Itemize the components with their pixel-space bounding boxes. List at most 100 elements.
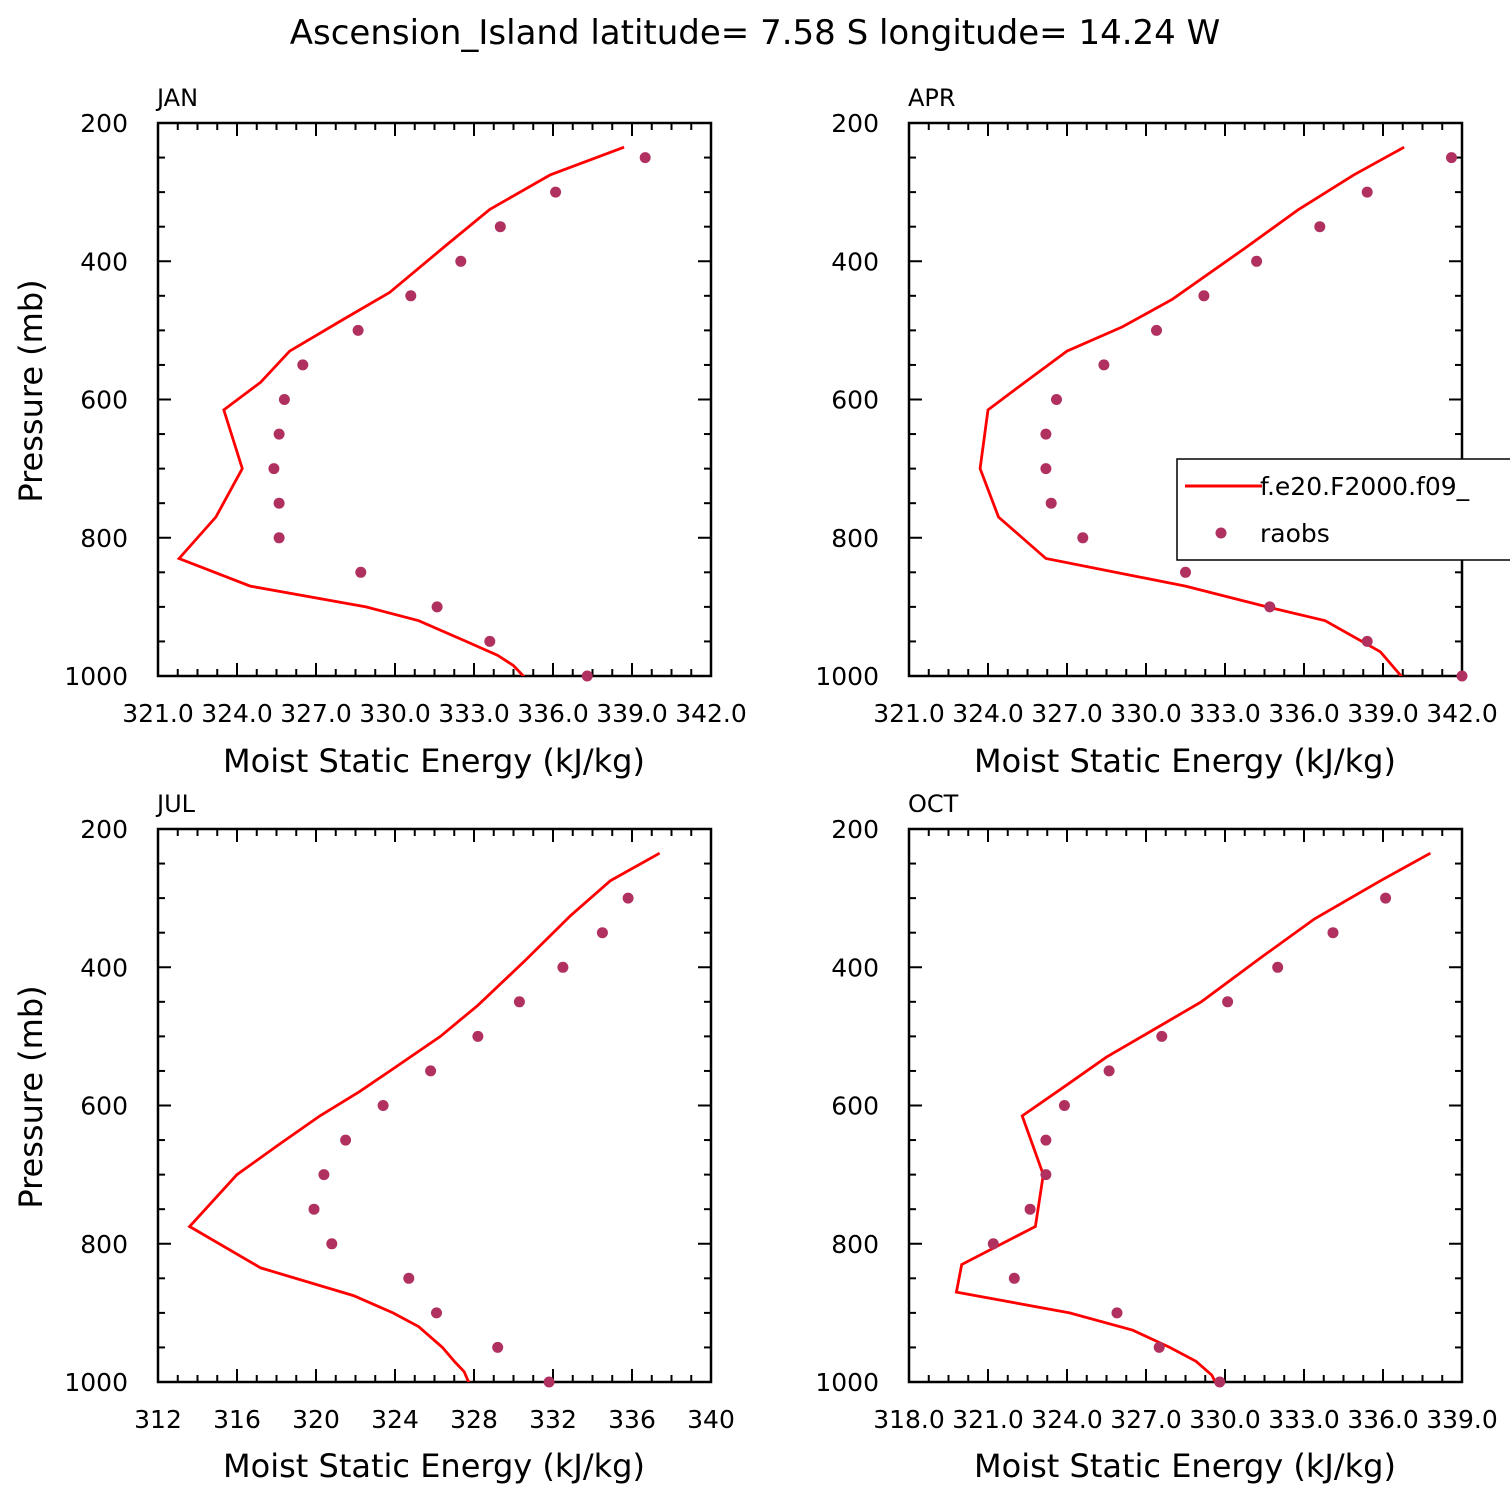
y-tick-label-jul: 800 [80, 1230, 128, 1259]
obs-point-jul [326, 1238, 338, 1250]
obs-point-jan [268, 463, 280, 475]
panel-oct: OCT 318.0 321.0 324.0 327.0 330.0 333.0 336.0 3… [815, 790, 1497, 1485]
legend-label-obs: raobs [1260, 519, 1330, 548]
obs-point-jul [431, 1307, 442, 1319]
obs-point-oct [1153, 1341, 1165, 1353]
x-tick-label-oct: 318.0 [873, 1405, 945, 1434]
x-tick-label-jan: 336.0 [517, 699, 589, 728]
panel-oct-plot: 318.0 321.0 324.0 327.0 330.0 333.0 336.0 339.0… [815, 815, 1497, 1434]
obs-point-jan [431, 601, 443, 613]
y-axis-title-jul: Pressure (mb) [12, 985, 50, 1208]
plot-frame-apr [907, 121, 1464, 678]
model-line-apr [978, 145, 1405, 676]
x-tick-label-apr: 327.0 [1031, 699, 1103, 728]
obs-point-apr [1151, 324, 1162, 336]
obs-point-jul [492, 1341, 504, 1353]
obs-point-jan [484, 635, 496, 647]
obs-point-jan [639, 152, 651, 164]
y-tick-label-jan: 1000 [64, 662, 128, 691]
obs-point-apr [1314, 221, 1326, 233]
y-tick-label-apr: 800 [831, 524, 879, 553]
obs-point-jul [318, 1169, 330, 1181]
obs-point-jul [340, 1134, 352, 1146]
obs-point-apr [1180, 566, 1191, 578]
x-tick-label-apr: 321.0 [873, 699, 945, 728]
panel-label-jan: JAN [155, 84, 198, 112]
legend: f.e20.F2000.f09_ raobs [1176, 458, 1510, 561]
plot-frame-jul [156, 827, 713, 1384]
x-tick-label-jul: 312 [134, 1405, 182, 1434]
obs-point-jul [557, 961, 569, 973]
legend-marker-swatch [1215, 527, 1227, 539]
panel-jan: JAN 321.0 324.0 327.0 330.0 333.0 336.0 339.0 3… [12, 84, 747, 780]
obs-point-apr [1077, 532, 1089, 544]
obs-point-oct [1272, 961, 1284, 973]
obs-point-oct [1024, 1203, 1036, 1215]
x-tick-label-apr: 342.0 [1426, 699, 1498, 728]
obs-point-oct [1008, 1272, 1020, 1284]
obs-point-jul [472, 1030, 484, 1042]
obs-point-oct [1103, 1065, 1115, 1077]
obs-point-jan [278, 394, 290, 405]
obs-point-apr [1361, 635, 1373, 647]
x-tick-label-apr: 336.0 [1268, 699, 1340, 728]
obs-point-oct [987, 1238, 999, 1250]
y-tick-label-jul: 200 [80, 815, 128, 844]
x-axis-title-jul: Moist Static Energy (kJ/kg) [223, 1447, 645, 1485]
obs-point-oct [1040, 1169, 1052, 1181]
obs-point-oct [1156, 1030, 1168, 1042]
obs-point-jan [355, 566, 367, 578]
x-tick-label-oct: 324.0 [1031, 1405, 1103, 1434]
y-tick-label-jan: 200 [80, 109, 128, 138]
obs-point-jan [494, 221, 506, 233]
x-tick-label-apr: 324.0 [952, 699, 1024, 728]
obs-point-oct [1214, 1376, 1226, 1388]
obs-point-apr [1040, 463, 1052, 475]
x-tick-label-apr: 330.0 [1110, 699, 1182, 728]
obs-point-apr [1446, 152, 1457, 164]
y-tick-label-apr: 1000 [815, 662, 879, 691]
plot-frame-jan [156, 121, 713, 678]
obs-point-jan [273, 428, 285, 440]
panel-label-apr: APR [908, 84, 956, 112]
obs-point-jul [425, 1065, 437, 1077]
x-tick-label-apr: 339.0 [1347, 699, 1419, 728]
obs-point-apr [1045, 497, 1057, 509]
y-tick-label-oct: 600 [831, 1092, 879, 1121]
y-tick-label-oct: 200 [831, 815, 879, 844]
x-tick-label-jan: 339.0 [596, 699, 668, 728]
obs-point-apr [1264, 601, 1276, 613]
obs-point-jan [352, 324, 364, 336]
legend-box [1176, 458, 1510, 561]
x-tick-label-oct: 336.0 [1347, 1405, 1419, 1434]
y-tick-label-jul: 600 [80, 1092, 128, 1121]
x-tick-label-jul: 336 [608, 1405, 656, 1434]
obs-point-jul [622, 892, 634, 904]
y-tick-label-oct: 1000 [815, 1368, 879, 1397]
obs-point-jan [273, 497, 285, 509]
x-tick-label-jan: 327.0 [280, 699, 352, 728]
obs-point-apr [1456, 670, 1468, 682]
obs-point-jul [543, 1376, 555, 1388]
obs-point-jan [297, 359, 309, 371]
obs-point-apr [1251, 255, 1263, 267]
obs-point-apr [1098, 359, 1110, 371]
obs-point-oct [1111, 1307, 1123, 1319]
figure-title: Ascension_Island latitude= 7.58 S longit… [290, 13, 1221, 53]
model-line-jul [187, 851, 661, 1382]
obs-point-jul [513, 996, 525, 1008]
obs-point-jan [455, 255, 467, 267]
x-tick-label-jul: 320 [292, 1405, 340, 1434]
obs-point-jul [377, 1100, 389, 1111]
y-tick-label-oct: 800 [831, 1230, 879, 1259]
panel-jul-plot: 312 316 320 324 328 332 336 340 200 400 600 800 1000 [64, 815, 734, 1434]
panel-apr: APR 321.0 324.0 327.0 330.0 333.0 336.0 339.0 3… [815, 84, 1497, 780]
legend-label-model: f.e20.F2000.f09_ [1260, 472, 1470, 501]
x-axis-title-apr: Moist Static Energy (kJ/kg) [974, 742, 1396, 780]
x-tick-label-jul: 324 [371, 1405, 419, 1434]
obs-point-apr [1198, 290, 1210, 302]
obs-point-jul [403, 1272, 415, 1284]
y-tick-label-jul: 400 [80, 953, 128, 982]
x-tick-label-oct: 339.0 [1426, 1405, 1498, 1434]
